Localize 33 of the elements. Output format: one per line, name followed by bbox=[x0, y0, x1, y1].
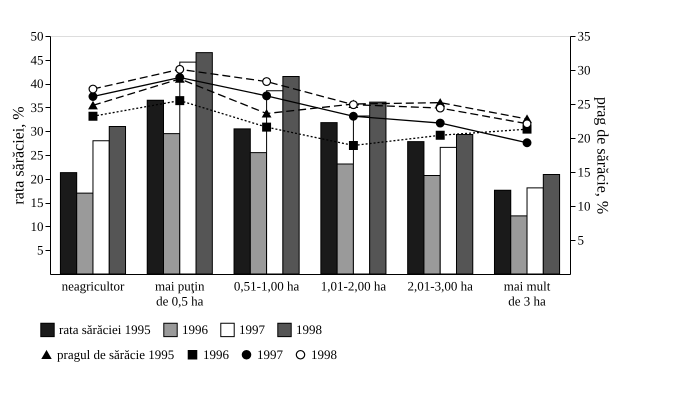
y-tick-label: 50 bbox=[30, 28, 44, 44]
y-axis-title: rata sărăciei, % bbox=[10, 106, 28, 205]
y-tick-label: 5 bbox=[37, 242, 44, 258]
x-tick-label: 1,01-2,00 ha bbox=[320, 278, 386, 294]
y2-tick-label: 15 bbox=[578, 164, 590, 180]
x-tick-label: neagricultor bbox=[62, 278, 126, 294]
y2-tick-label: 30 bbox=[578, 62, 590, 78]
y-tick-label: 15 bbox=[30, 195, 44, 210]
legend-label: pragul de sărăcie 1995 bbox=[57, 346, 174, 362]
x-tick-label: mai puţin de 0,5 ha bbox=[155, 278, 206, 308]
x-tick-label: 2,01-3,00 ha bbox=[408, 278, 474, 294]
y2-tick-label: 20 bbox=[578, 130, 590, 146]
x-tick-label: 0,51-1,00 ha bbox=[234, 278, 300, 294]
legend-label: 1996 bbox=[203, 346, 230, 362]
y-tick-label: 20 bbox=[30, 171, 44, 186]
legend-label: 1997 bbox=[257, 346, 284, 362]
y2-tick-label: 25 bbox=[578, 96, 590, 112]
y-tick-label: 10 bbox=[30, 218, 44, 234]
y-tick-label: 35 bbox=[30, 100, 44, 115]
legend-label: 1996 bbox=[182, 322, 208, 337]
legend-label: 1998 bbox=[296, 322, 322, 337]
y2-tick-label: 5 bbox=[578, 232, 584, 248]
y-tick-label: 30 bbox=[30, 124, 44, 139]
y2-axis-title: prag de sărăcie, % bbox=[594, 96, 610, 214]
y-tick-label: 45 bbox=[30, 52, 44, 68]
legend-label: rata sărăciei 1995 bbox=[59, 322, 151, 337]
legend-label: 1998 bbox=[311, 346, 337, 362]
y2-tick-label: 10 bbox=[578, 198, 590, 214]
legend-label: 1997 bbox=[239, 322, 266, 337]
y2-tick-label: 35 bbox=[578, 28, 590, 44]
y-tick-label: 25 bbox=[30, 148, 44, 162]
y-tick-label: 40 bbox=[30, 76, 44, 92]
x-tick-label: mai mult de 3 ha bbox=[504, 278, 551, 308]
